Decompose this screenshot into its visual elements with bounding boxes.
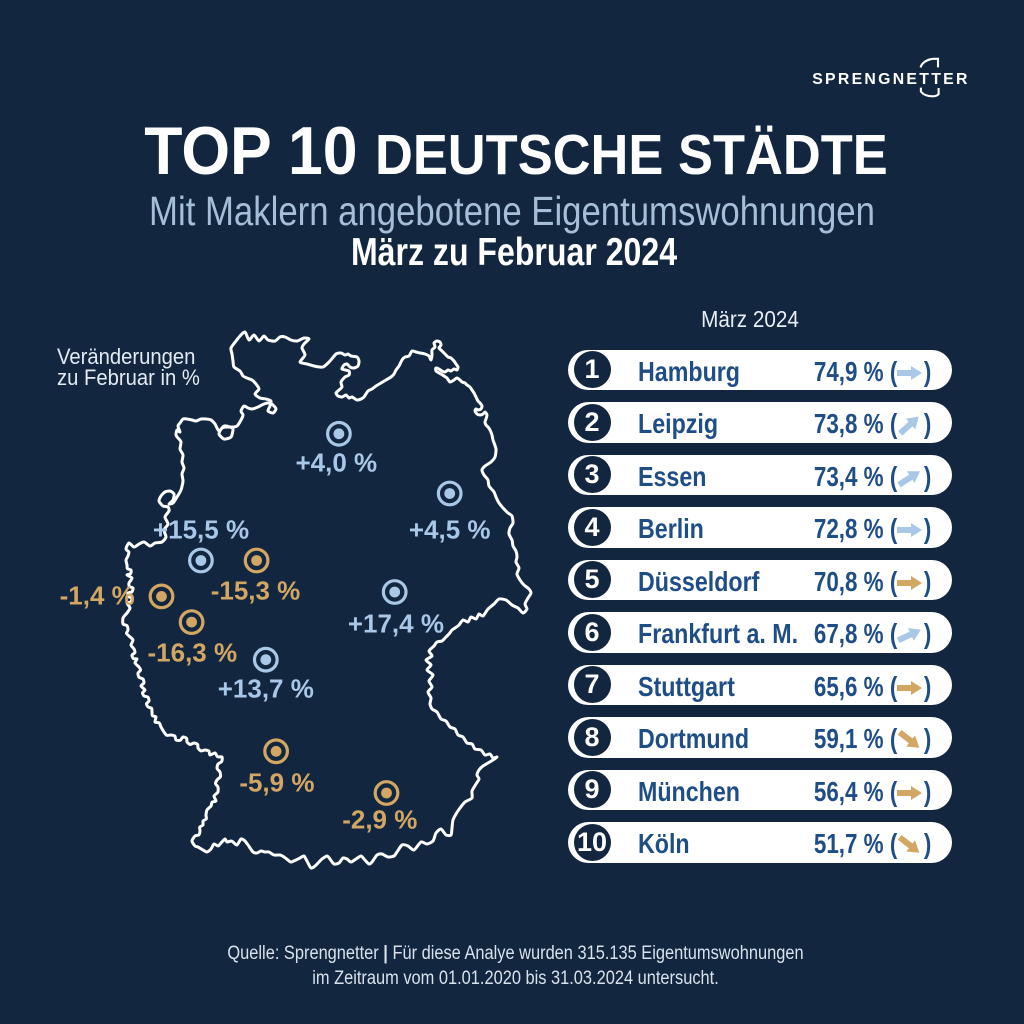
svg-text:SPRENGNETTER: SPRENGNETTER xyxy=(812,71,970,88)
